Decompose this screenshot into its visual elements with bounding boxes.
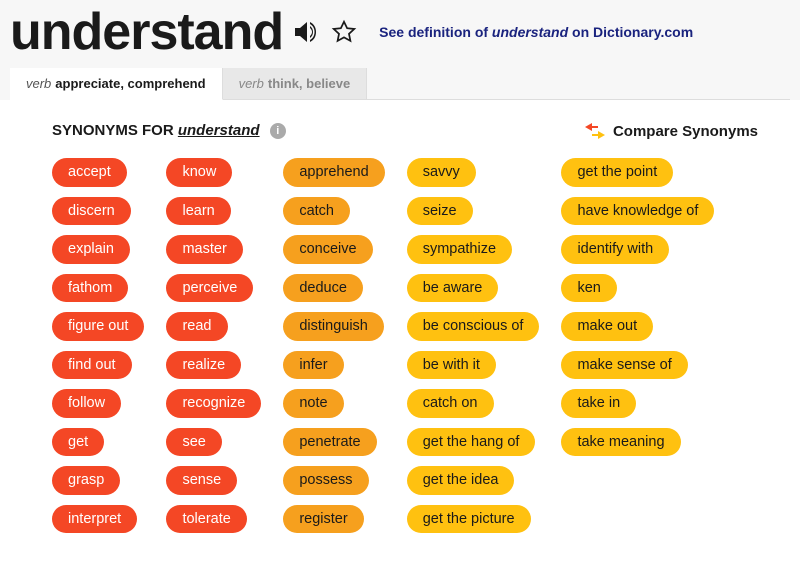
section-label-text: SYNONYMS FOR (52, 122, 178, 139)
definition-link[interactable]: See definition of understand on Dictiona… (379, 24, 693, 40)
synonym-pill[interactable]: recognize (166, 389, 261, 418)
section-word: understand (178, 122, 260, 139)
synonym-pill[interactable]: be conscious of (407, 312, 540, 341)
sense-tabs: verb appreciate, comprehend verb think, bel… (10, 68, 790, 100)
synonym-pill[interactable]: get the picture (407, 505, 531, 534)
synonym-pill[interactable]: deduce (283, 274, 363, 303)
synonym-pill[interactable]: make sense of (561, 351, 687, 380)
synonym-pill[interactable]: tolerate (166, 505, 246, 534)
def-link-suffix: on Dictionary.com (568, 24, 693, 40)
synonym-pill[interactable]: apprehend (283, 158, 384, 187)
synonym-pill[interactable]: seize (407, 197, 473, 226)
synonym-pill[interactable]: sympathize (407, 235, 512, 264)
synonym-pill[interactable]: take in (561, 389, 636, 418)
synonym-pill[interactable]: see (166, 428, 221, 457)
synonym-pill[interactable]: savvy (407, 158, 476, 187)
def-link-word: understand (492, 24, 568, 40)
synonym-pill[interactable]: follow (52, 389, 121, 418)
compare-synonyms-button[interactable]: Compare Synonyms (585, 123, 758, 140)
synonym-pill[interactable]: discern (52, 197, 131, 226)
synonym-pill[interactable]: accept (52, 158, 127, 187)
synonym-pill[interactable]: explain (52, 235, 130, 264)
synonym-pill[interactable]: get the point (561, 158, 673, 187)
star-icon[interactable] (331, 19, 357, 45)
tab-pos: verb (239, 76, 264, 91)
sense-tab-1[interactable]: verb think, believe (223, 68, 368, 99)
synonym-pill[interactable]: get (52, 428, 104, 457)
synonym-pill[interactable]: find out (52, 351, 132, 380)
synonym-column-3: savvy seize sympathize be aware be conscious… (407, 158, 540, 533)
synonym-pill[interactable]: distinguish (283, 312, 384, 341)
synonym-pill[interactable]: get the idea (407, 466, 515, 495)
synonym-pill[interactable]: catch (283, 197, 350, 226)
synonym-pill[interactable]: figure out (52, 312, 144, 341)
tab-pos: verb (26, 76, 51, 91)
synonym-column-0: accept discern explain fathom figure out find… (52, 158, 144, 533)
def-link-prefix: See definition of (379, 24, 492, 40)
synonym-pill[interactable]: be with it (407, 351, 496, 380)
synonym-pill[interactable]: note (283, 389, 343, 418)
tab-sense: appreciate, comprehend (55, 76, 205, 91)
synonym-pill[interactable]: get the hang of (407, 428, 536, 457)
synonym-pill[interactable]: interpret (52, 505, 137, 534)
synonym-pill[interactable]: register (283, 505, 363, 534)
tab-sense: think, believe (268, 76, 350, 91)
synonym-pill[interactable]: have knowledge of (561, 197, 714, 226)
synonym-columns: accept discern explain fathom figure out find… (52, 158, 770, 533)
synonym-column-4: get the point have knowledge of identify w… (561, 158, 714, 533)
synonym-pill[interactable]: be aware (407, 274, 499, 303)
synonyms-for-label: SYNONYMS FOR understand (52, 122, 264, 139)
synonym-pill[interactable]: ken (561, 274, 616, 303)
compare-label: Compare Synonyms (613, 123, 758, 140)
synonym-pill[interactable]: make out (561, 312, 653, 341)
synonym-pill[interactable]: realize (166, 351, 241, 380)
synonym-pill[interactable]: read (166, 312, 227, 341)
synonym-pill[interactable]: catch on (407, 389, 494, 418)
audio-icon[interactable] (293, 20, 321, 44)
synonym-pill[interactable]: penetrate (283, 428, 376, 457)
synonym-pill[interactable]: take meaning (561, 428, 680, 457)
synonym-pill[interactable]: perceive (166, 274, 253, 303)
synonym-pill[interactable]: identify with (561, 235, 669, 264)
synonym-pill[interactable]: learn (166, 197, 230, 226)
info-icon[interactable]: i (270, 123, 286, 139)
synonym-pill[interactable]: infer (283, 351, 343, 380)
synonym-pill[interactable]: sense (166, 466, 237, 495)
synonym-pill[interactable]: fathom (52, 274, 128, 303)
headword: understand (10, 2, 283, 62)
synonym-column-2: apprehend catch conceive deduce distinguish i… (283, 158, 384, 533)
compare-arrows-icon (585, 123, 605, 139)
synonym-pill[interactable]: master (166, 235, 242, 264)
sense-tab-0[interactable]: verb appreciate, comprehend (10, 68, 223, 100)
synonym-pill[interactable]: grasp (52, 466, 120, 495)
synonym-pill[interactable]: know (166, 158, 232, 187)
synonym-pill[interactable]: possess (283, 466, 368, 495)
synonym-pill[interactable]: conceive (283, 235, 372, 264)
synonym-column-1: know learn master perceive read realize recogn… (166, 158, 261, 533)
